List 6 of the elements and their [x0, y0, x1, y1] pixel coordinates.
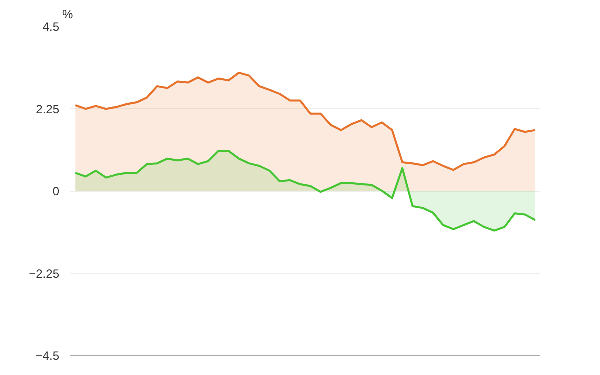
y-tick-label: 0 [52, 184, 60, 198]
y-tick-label: 4.5 [42, 20, 60, 34]
y-tick-label: −2.25 [29, 266, 60, 281]
y-tick-label: −4.5 [36, 349, 60, 363]
y-tick-label: 2.25 [36, 102, 60, 116]
y-axis-title: % [62, 8, 74, 22]
